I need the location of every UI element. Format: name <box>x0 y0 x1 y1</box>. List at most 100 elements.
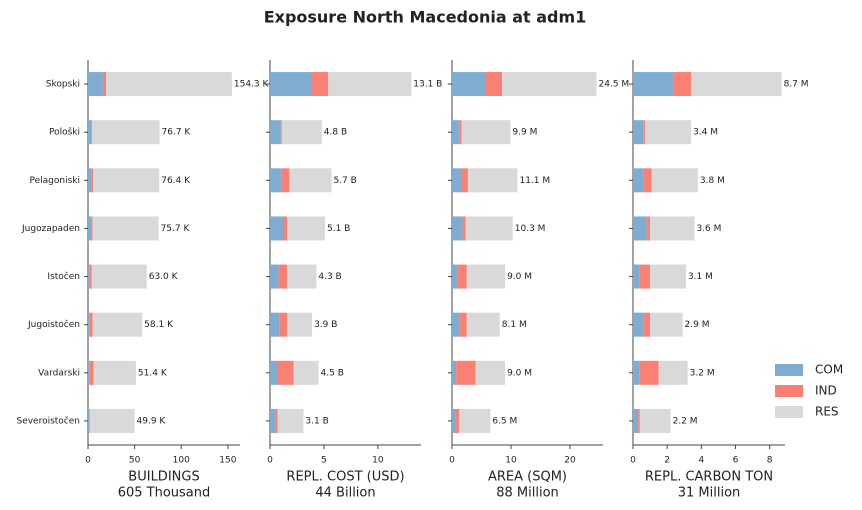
x-tick-label: 100 <box>173 456 190 466</box>
bar-segment <box>452 408 456 433</box>
y-tick-label: Pelagoniski <box>30 176 80 186</box>
bar-segment <box>277 408 304 433</box>
value-label: 8.1 M <box>502 320 527 330</box>
bar-segment <box>452 312 460 337</box>
bar-segment <box>88 264 90 289</box>
bar-segment <box>639 408 671 433</box>
y-tick-label: Pološki <box>49 127 80 138</box>
y-tick-label: Severoistočen <box>16 415 80 426</box>
bar-segment <box>287 264 317 289</box>
bar-segment <box>457 264 467 289</box>
x-tick-label: 0 <box>267 456 273 466</box>
bar-segment <box>281 168 290 193</box>
x-tick-label: 150 <box>219 456 236 466</box>
value-label: 13.1 B <box>413 80 442 90</box>
value-label: 4.3 B <box>318 272 341 282</box>
x-axis-label: AREA (SQM) <box>488 470 567 485</box>
x-axis-label: BUILDINGS <box>128 470 199 485</box>
bar-segment <box>462 216 466 241</box>
bar-segment <box>88 360 90 385</box>
x-tick-label: 5 <box>321 456 327 466</box>
x-tick-label: 0 <box>85 456 91 466</box>
bar-segment <box>455 408 460 433</box>
value-label: 3.4 M <box>693 128 718 138</box>
bar-segment <box>281 120 322 145</box>
bar-segment <box>105 72 232 97</box>
bar-segment <box>88 72 103 97</box>
bar-segment <box>643 168 652 193</box>
bar-segment <box>89 408 135 433</box>
y-tick-label: Jugozapaden <box>21 224 80 234</box>
bar-segment <box>459 312 467 337</box>
x-axis-label: REPL. COST (USD) <box>286 470 404 485</box>
bar-segment <box>452 360 457 385</box>
legend-label: RES <box>815 405 839 419</box>
x-tick-label: 2 <box>664 456 670 466</box>
bar-segment <box>633 312 644 337</box>
bar-segment <box>452 120 460 145</box>
bar-segment <box>270 264 279 289</box>
bar-segment <box>279 312 288 337</box>
value-label: 75.7 K <box>161 224 191 234</box>
bar-segment <box>452 168 462 193</box>
bar-segment <box>270 360 278 385</box>
x-tick-label: 4 <box>698 456 704 466</box>
bar-segment <box>89 312 93 337</box>
bar-segment <box>466 312 500 337</box>
bar-segment <box>658 360 688 385</box>
bar-segment <box>452 216 463 241</box>
bar-segment <box>633 168 644 193</box>
bar-segment <box>277 360 294 385</box>
legend-swatch <box>775 364 803 376</box>
bar-segment <box>452 264 458 289</box>
y-tick-label: Istočen <box>47 271 80 282</box>
value-label: 2.9 M <box>685 320 710 330</box>
x-axis-label: 31 Million <box>678 486 741 501</box>
value-label: 9.0 M <box>507 272 532 282</box>
bar-segment <box>270 72 311 97</box>
bar-segment <box>92 120 160 145</box>
bar-segment <box>691 72 782 97</box>
bar-segment <box>650 216 695 241</box>
bar-segment <box>278 264 288 289</box>
bar-segment <box>287 216 326 241</box>
bar-segment <box>284 216 288 241</box>
bar-segment <box>643 312 651 337</box>
value-label: 2.2 M <box>673 416 698 426</box>
bar-segment <box>88 216 92 241</box>
bar-segment <box>287 312 313 337</box>
x-tick-label: 0 <box>449 456 455 466</box>
value-label: 24.5 M <box>599 80 630 90</box>
y-tick-label: Jugoistočen <box>27 319 80 330</box>
x-tick-label: 8 <box>767 456 773 466</box>
bar-segment <box>485 72 503 97</box>
value-label: 11.1 M <box>519 176 550 186</box>
bar-segment <box>270 120 281 145</box>
value-label: 49.9 K <box>137 416 167 426</box>
value-label: 9.9 M <box>512 128 537 138</box>
value-label: 5.7 B <box>333 176 356 186</box>
bar-segment <box>644 120 692 145</box>
value-label: 76.4 K <box>161 176 191 186</box>
y-tick-label: Vardarski <box>38 368 80 378</box>
legend-swatch <box>775 385 803 397</box>
bar-segment <box>293 360 319 385</box>
x-tick-label: 6 <box>733 456 739 466</box>
bar-segment <box>270 216 285 241</box>
bar-segment <box>467 168 518 193</box>
bar-segment <box>461 120 511 145</box>
bar-segment <box>270 408 276 433</box>
value-label: 154.3 K <box>234 80 270 90</box>
value-label: 4.8 B <box>324 128 347 138</box>
bar-segment <box>92 216 159 241</box>
bar-segment <box>89 264 92 289</box>
bar-segment <box>275 408 278 433</box>
bar-segment <box>633 120 644 145</box>
value-label: 58.1 K <box>144 320 174 330</box>
value-label: 3.2 M <box>690 368 715 378</box>
x-tick-label: 10 <box>372 456 384 466</box>
bar-segment <box>459 120 462 145</box>
bar-segment <box>89 360 94 385</box>
bar-segment <box>92 312 143 337</box>
